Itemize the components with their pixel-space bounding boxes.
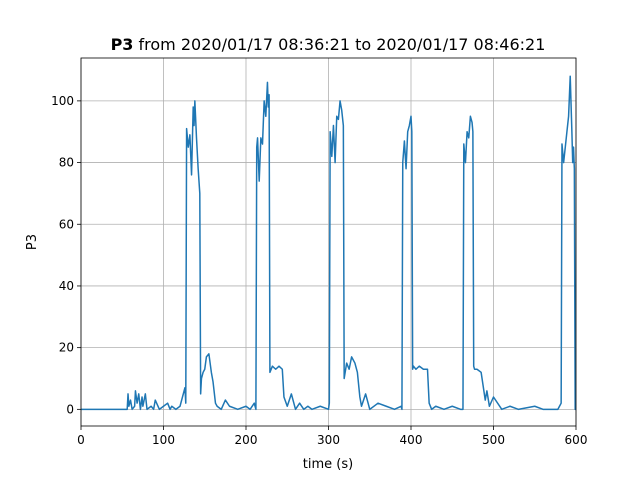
y-tick-label: 60 xyxy=(59,217,74,231)
x-tick-label: 0 xyxy=(77,433,85,447)
x-tick-label: 500 xyxy=(482,433,505,447)
y-tick-label: 80 xyxy=(59,156,74,170)
y-tick-label: 20 xyxy=(59,341,74,355)
x-tick-label: 100 xyxy=(152,433,175,447)
y-tick-label: 100 xyxy=(51,94,74,108)
x-tick-label: 600 xyxy=(565,433,588,447)
y-tick-label: 0 xyxy=(66,402,74,416)
x-tick-label: 200 xyxy=(235,433,258,447)
data-line xyxy=(81,75,576,411)
y-tick-label: 40 xyxy=(59,279,74,293)
y-axis-label: P3 xyxy=(25,234,40,250)
plot-frame xyxy=(80,57,577,427)
title-name: P3 xyxy=(111,35,134,54)
x-axis-label: time (s) xyxy=(303,457,353,472)
chart-title: P3 from 2020/01/17 08:36:21 to 2020/01/1… xyxy=(111,35,546,54)
x-tick-label: 400 xyxy=(400,433,423,447)
x-tick-label: 300 xyxy=(317,433,340,447)
title-text: from 2020/01/17 08:36:21 to 2020/01/17 0… xyxy=(139,35,546,54)
